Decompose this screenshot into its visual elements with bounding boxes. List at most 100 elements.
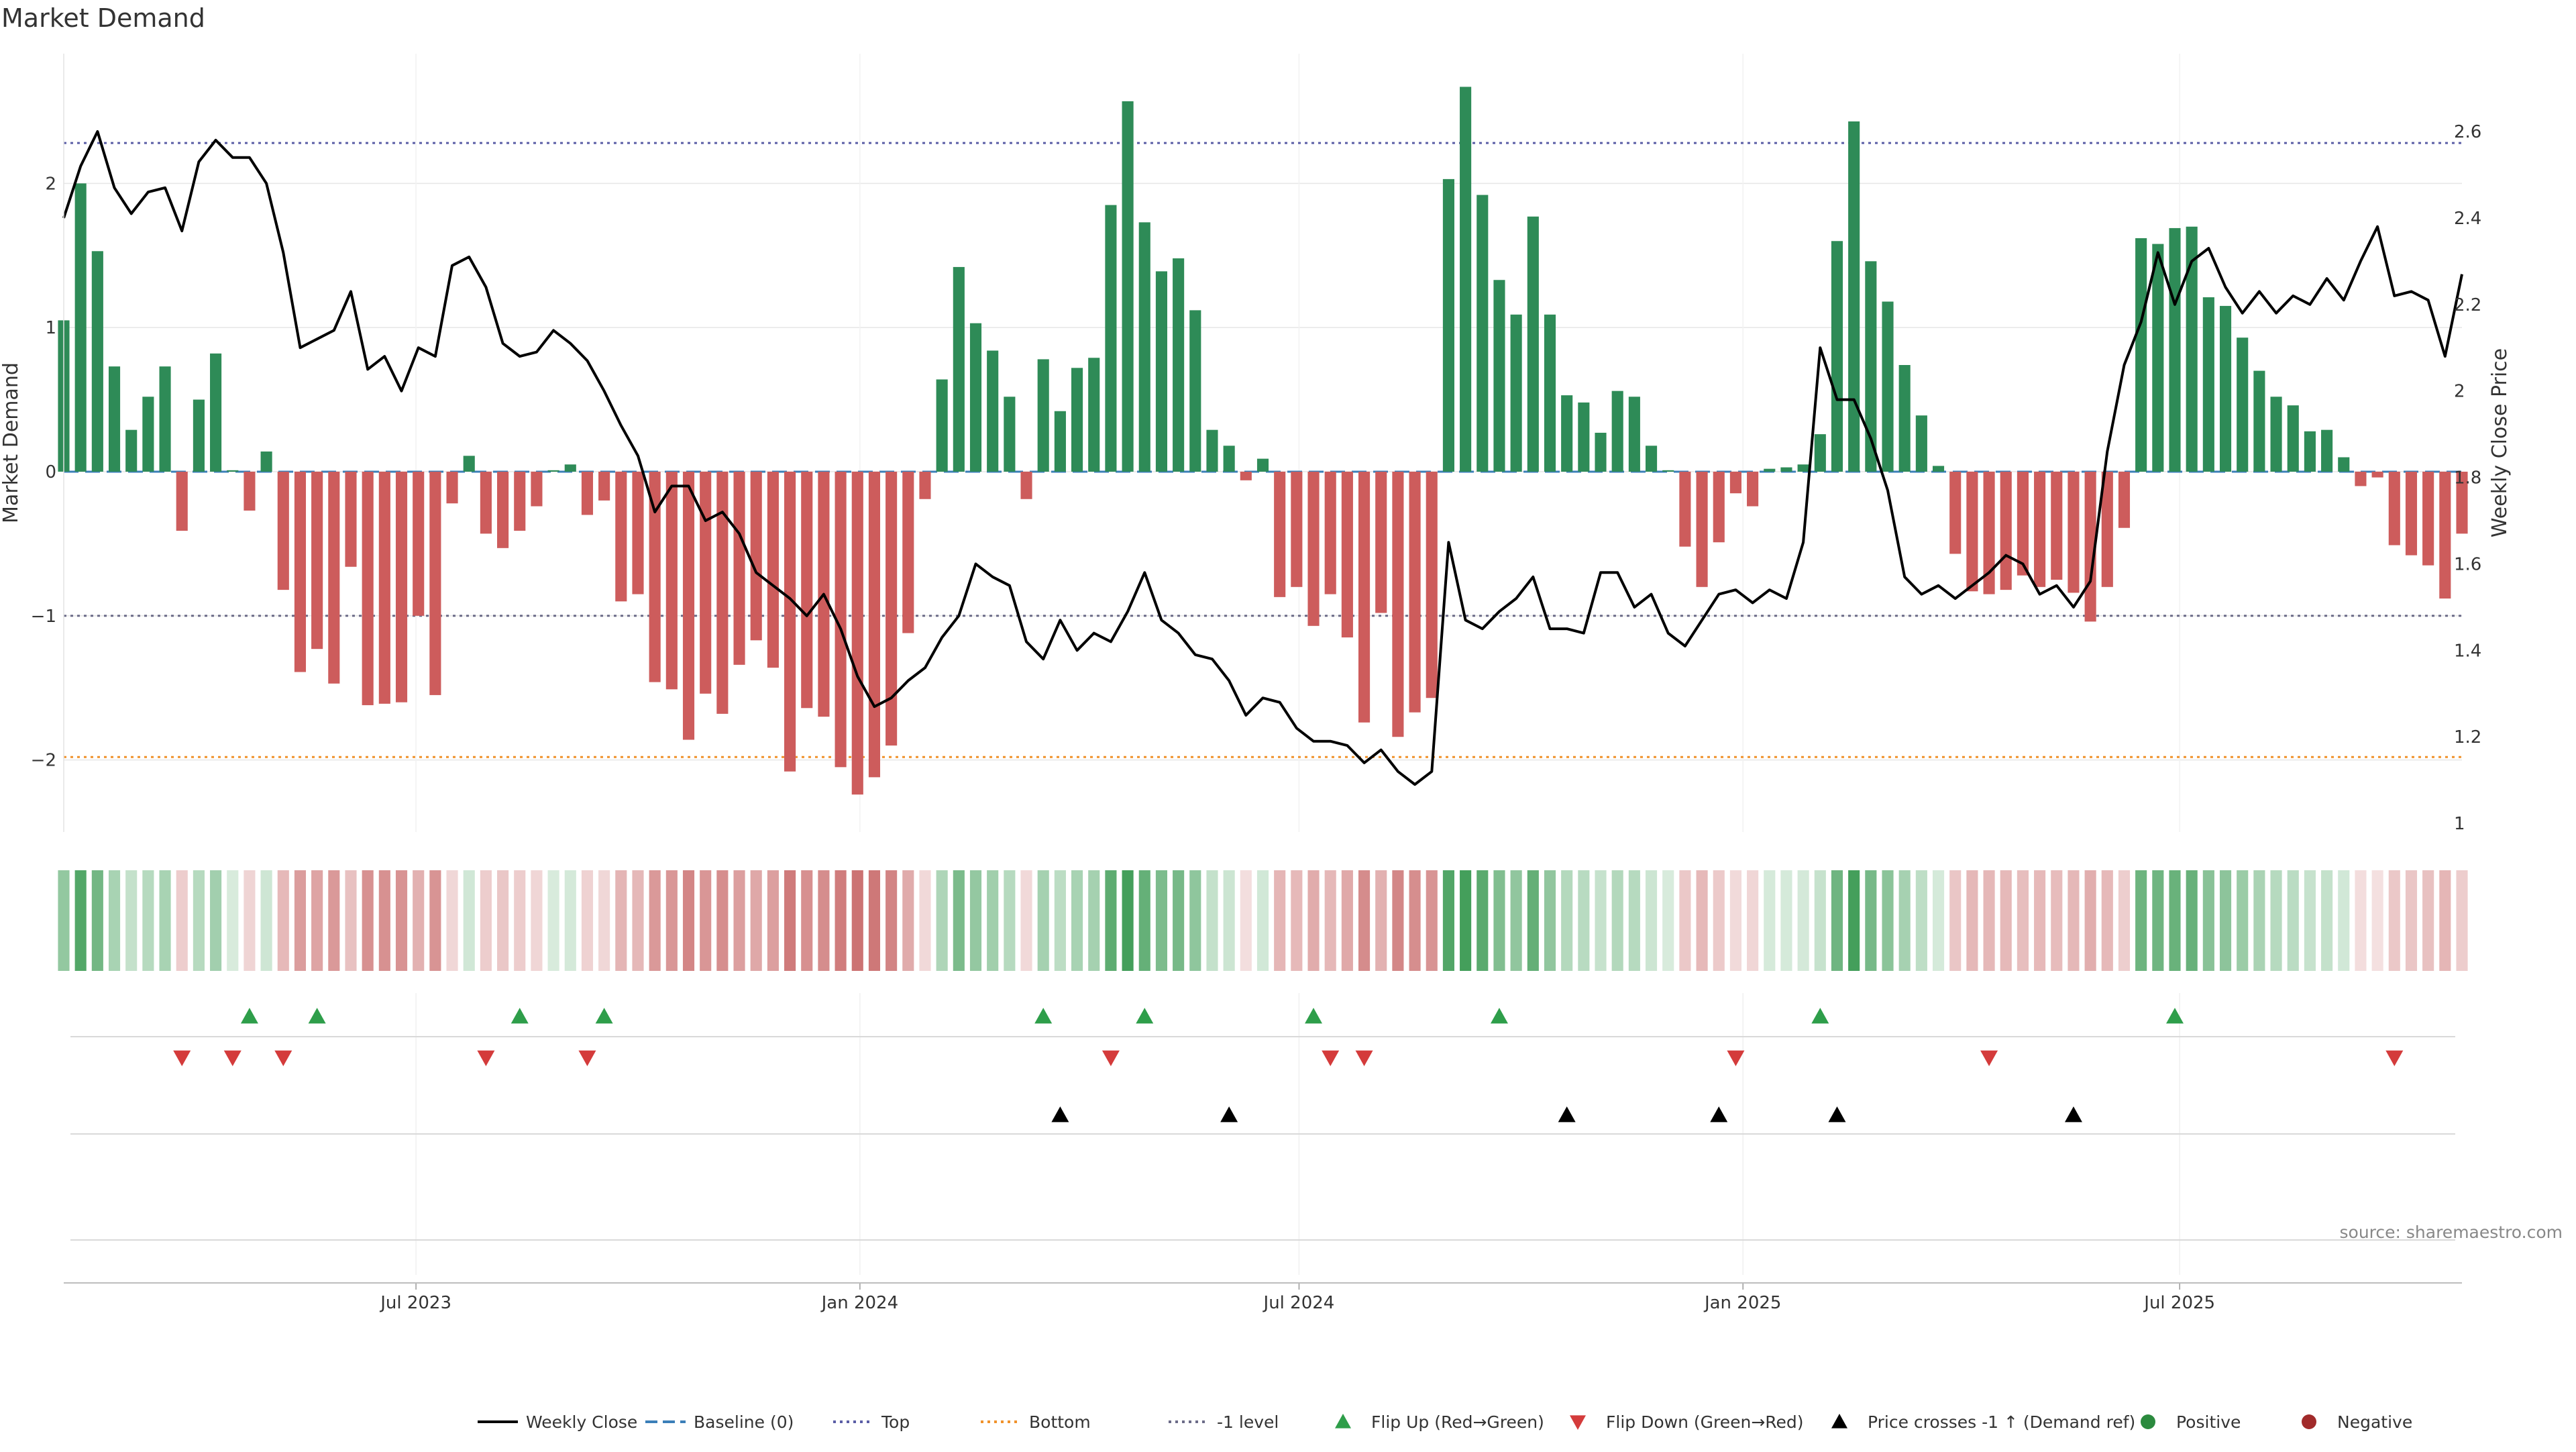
weekly-close-line-layer <box>62 130 2463 786</box>
legend-item[interactable]: Baseline (0) <box>645 1412 794 1432</box>
legend-item[interactable]: Flip Down (Green→Red) <box>1570 1412 1804 1432</box>
heat-cell <box>429 870 441 971</box>
demand-bar <box>294 471 307 672</box>
heat-cell <box>885 870 898 971</box>
legend-item[interactable]: Positive <box>2141 1412 2241 1432</box>
axes: 2 1 0 −1 −2 2.6 2.4 2.2 2 1.8 1.6 1.4 1.2 1 Jul 2023 Ja… <box>31 54 2481 1313</box>
flip-down-marker <box>2385 1050 2404 1066</box>
demand-bar <box>1679 471 1691 547</box>
legend-label: Baseline (0) <box>694 1412 794 1432</box>
demand-bar <box>1442 178 1454 472</box>
heat-cell <box>1662 870 1674 971</box>
price-cross-marker <box>1220 1106 1238 1123</box>
grid-layer <box>64 54 2462 1275</box>
demand-bar <box>1848 121 1860 472</box>
heat-cell <box>2152 870 2164 971</box>
demand-bar <box>108 366 121 472</box>
demand-bar <box>1611 391 1623 472</box>
heat-cell <box>1020 870 1032 971</box>
flip-up-marker <box>240 1008 258 1024</box>
demand-bar <box>1088 358 1100 472</box>
heat-cell <box>2355 870 2367 971</box>
demand-bar <box>2034 471 2046 587</box>
legend-item[interactable]: -1 level <box>1169 1412 1279 1432</box>
legend-label: Negative <box>2337 1412 2412 1432</box>
demand-bar <box>1037 359 1049 472</box>
demand-bar <box>1138 222 1150 472</box>
flip-down-marker <box>477 1050 495 1066</box>
flip-down-marker <box>274 1050 292 1066</box>
heat-cell <box>1882 870 1894 971</box>
heat-cell <box>2101 870 2113 971</box>
heat-cell <box>1493 870 1505 971</box>
right-tick-label: 2 <box>2454 382 2465 402</box>
demand-bar <box>2388 471 2400 546</box>
demand-bar <box>2051 471 2063 580</box>
heat-cell <box>700 870 712 971</box>
demand-bar <box>2321 429 2333 472</box>
price-cross-marker <box>1558 1106 1576 1123</box>
heat-cell <box>463 870 475 971</box>
heat-cell <box>2068 870 2080 971</box>
heat-cell <box>2084 870 2096 971</box>
flip-up-marker <box>1305 1008 1323 1024</box>
heat-cell <box>159 870 171 971</box>
flip-down-marker <box>1980 1050 1998 1066</box>
demand-bar <box>91 251 103 472</box>
heat-cell <box>682 870 695 971</box>
demand-bar <box>378 471 390 704</box>
demand-bar <box>2068 471 2080 593</box>
heat-cell <box>868 870 881 971</box>
legend-label: Weekly Close <box>526 1412 637 1432</box>
demand-bar <box>311 471 323 650</box>
heat-cell <box>1544 870 1556 971</box>
left-tick-label: 1 <box>45 318 56 338</box>
demand-bar <box>1915 415 1927 472</box>
heat-cell <box>1054 870 1066 971</box>
left-tick-label: 2 <box>45 174 56 194</box>
demand-bar <box>1561 395 1573 472</box>
demand-bar <box>1054 411 1066 472</box>
heat-cell <box>210 870 222 971</box>
demand-bar <box>1831 241 1843 472</box>
heat-cell <box>564 870 576 971</box>
legend-label: Flip Down (Green→Red) <box>1606 1412 1804 1432</box>
demand-bar <box>1375 471 1387 613</box>
heat-cell <box>2304 870 2316 971</box>
heat-cell <box>1729 870 1741 971</box>
legend-item[interactable]: Top <box>833 1412 910 1432</box>
demand-bar <box>1206 429 1218 472</box>
heat-cell <box>1375 870 1387 971</box>
flip-down-marker <box>1102 1050 1120 1066</box>
heat-cell <box>294 870 307 971</box>
right-tick-label: 2.4 <box>2454 209 2481 229</box>
heat-cell <box>1628 870 1640 971</box>
legend-item[interactable]: Negative <box>2302 1412 2412 1432</box>
heat-cell <box>1747 870 1759 971</box>
legend-item[interactable]: Weekly Close <box>478 1412 637 1432</box>
heat-cell <box>1578 870 1590 971</box>
demand-bar <box>446 471 458 504</box>
legend-item[interactable]: Price crosses -1 ↑ (Demand ref) <box>1831 1412 2135 1432</box>
flip-up-marker <box>595 1008 613 1024</box>
heat-cell <box>2456 870 2468 971</box>
demand-bar <box>260 451 272 472</box>
demand-bar <box>2422 471 2434 566</box>
heat-cell <box>733 870 745 971</box>
heat-cell <box>260 870 272 971</box>
right-tick-label: 2.6 <box>2454 122 2481 142</box>
heat-cell <box>277 870 289 971</box>
demand-bar <box>480 471 492 534</box>
heat-cell <box>2219 870 2232 971</box>
legend[interactable]: Weekly Close Baseline (0) Top Bottom -1 leve… <box>478 1412 2412 1432</box>
heat-cell <box>581 870 594 971</box>
heat-cell <box>311 870 323 971</box>
heat-cell <box>1307 870 1320 971</box>
legend-item[interactable]: Bottom <box>981 1412 1091 1432</box>
demand-bar <box>885 471 898 746</box>
legend-item[interactable]: Flip Up (Red→Green) <box>1335 1412 1544 1432</box>
demand-bar <box>1460 87 1472 472</box>
demand-bar <box>2135 238 2147 472</box>
demand-bar <box>2304 431 2316 472</box>
